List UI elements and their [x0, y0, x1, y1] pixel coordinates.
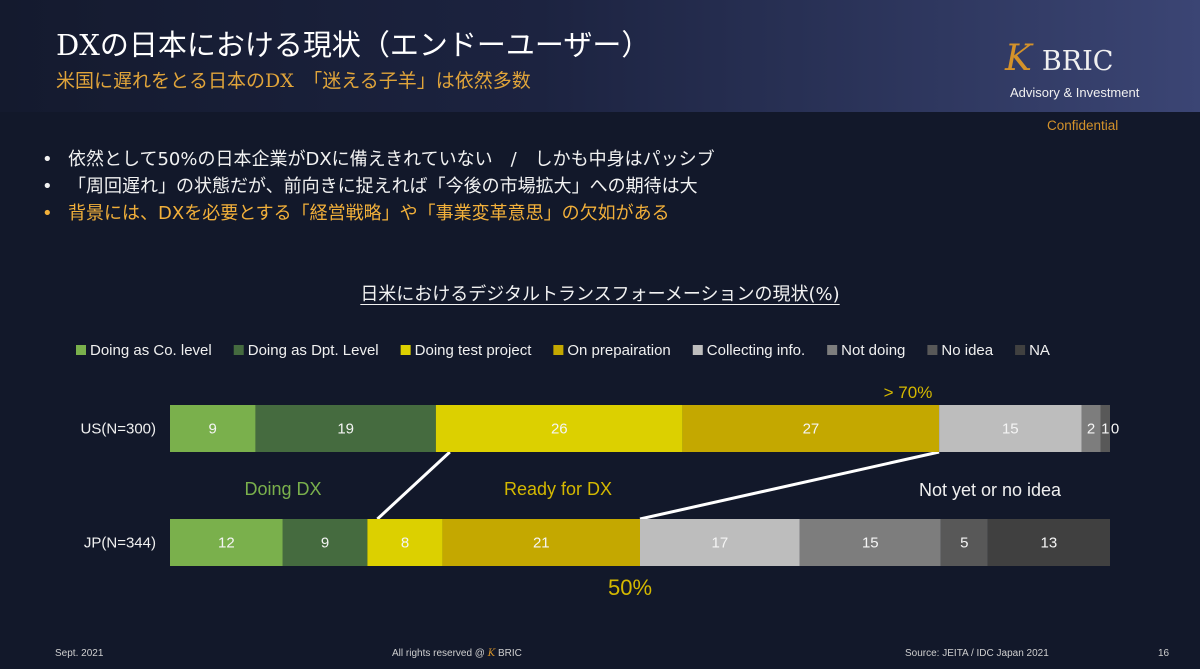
footer-page-number: 16: [1158, 648, 1170, 659]
bar-value-label: 15: [1002, 421, 1019, 438]
bullet-item: 「周回遅れ」の状態だが、前向きに捉えれば「今後の市場拡大」への期待は大: [42, 173, 715, 200]
chart-title-text: 日米におけるデジタルトランスフォーメーションの現状(%): [360, 284, 840, 305]
logo-name: BRIC: [1041, 46, 1114, 77]
connector-line: [376, 450, 451, 521]
bar-value-label: 0: [1111, 421, 1119, 438]
legend-swatch: [553, 345, 564, 355]
bar-segment: [1100, 405, 1110, 452]
annotation-us-threshold: > 70%: [884, 383, 933, 402]
company-logo: K BRIC: [1005, 38, 1113, 79]
bar-segment: [640, 519, 800, 566]
bar-value-label: 19: [337, 421, 354, 438]
legend-item: Not doing: [827, 342, 905, 359]
legend-item: Doing as Co. level: [76, 342, 212, 359]
bar-value-label: 9: [321, 535, 329, 552]
legend-item: Doing test project: [400, 342, 533, 359]
legend-swatch: [827, 345, 838, 355]
bar-value-label: 9: [209, 421, 217, 438]
legend-label: NA: [1029, 342, 1050, 359]
footer-source: Source: JEITA / IDC Japan 2021: [905, 648, 1049, 659]
page-subtitle: 米国に遅れをとる日本のDX 「迷える子羊」は依然多数: [56, 70, 531, 92]
bar-segment: [442, 519, 640, 566]
annotation-ready-for-dx: Ready for DX: [504, 479, 612, 499]
chart-bars: US(N=300) 9 19 26 27 15 2 1 0JP(N=344) 12 9 8 21 17 15…: [81, 405, 1119, 566]
legend-item: No idea: [927, 342, 994, 359]
bar-segment: [682, 405, 940, 452]
bullet-item: 依然として50%の日本企業がDXに備えきれていない / しかも中身はパッシブ: [42, 146, 715, 173]
logo-k-mark: K: [1005, 38, 1032, 79]
legend-label: Collecting info.: [707, 342, 805, 359]
bar-segment: [367, 519, 443, 566]
bar-value-label: 27: [803, 421, 820, 438]
bar-value-label: 15: [862, 535, 879, 552]
legend-label: Doing test project: [415, 342, 533, 359]
header-band: [0, 0, 1200, 112]
bar-value-label: 2: [1087, 421, 1095, 438]
annotation-doing-dx: Doing DX: [244, 479, 321, 499]
footer-logo-mark: K: [487, 648, 496, 659]
legend-item: Doing as Dpt. Level: [233, 342, 379, 359]
row-label: JP(N=344): [84, 535, 156, 552]
bullet-list: 依然として50%の日本企業がDXに備えきれていない / しかも中身はパッシブ 「…: [42, 146, 715, 227]
legend-swatch: [233, 345, 244, 355]
footer-date: Sept. 2021: [55, 648, 104, 659]
bar-value-label: 8: [401, 535, 409, 552]
bar-segment: [939, 405, 1082, 452]
legend-item: On prepairation: [553, 342, 671, 359]
confidential-label: Confidential: [1047, 118, 1119, 133]
bar-segment: [170, 405, 256, 452]
bar-value-label: 21: [533, 535, 550, 552]
legend-item: Collecting info.: [692, 342, 805, 359]
footer-rights-text: All rights reserved @: [392, 648, 485, 659]
legend-label: Not doing: [841, 342, 905, 359]
annotation-not-yet: Not yet or no idea: [919, 480, 1062, 500]
bar-value-label: 1: [1101, 421, 1109, 438]
legend-label: Doing as Co. level: [90, 342, 212, 359]
legend-swatch: [400, 345, 411, 355]
legend-swatch: [927, 345, 938, 355]
bar-value-label: 5: [960, 535, 968, 552]
bar-segment: [987, 519, 1110, 566]
legend-swatch: [1015, 345, 1026, 355]
bar-value-label: 12: [218, 535, 235, 552]
chart-legend: Doing as Co. level Doing as Dpt. Level Doi…: [76, 342, 1050, 359]
chart-title: 日米におけるデジタルトランスフォーメーションの現状(%): [0, 280, 1200, 306]
connector-line: [639, 450, 940, 521]
row-label: US(N=300): [81, 421, 156, 438]
legend-item: NA: [1015, 342, 1050, 359]
bar-value-label: 13: [1041, 535, 1058, 552]
page-title: DXの日本における現状（エンドーユーザー）: [56, 28, 651, 62]
legend-label: No idea: [941, 342, 993, 359]
bar-segment: [799, 519, 941, 566]
legend-swatch: [76, 345, 86, 355]
chart-annotations: > 70% Doing DX Ready for DX Not yet or no i…: [244, 383, 1062, 600]
bullet-item-highlight: 背景には、DXを必要とする「経営戦略」や「事業変革意思」の欠如がある: [42, 200, 715, 227]
bar-segment: [435, 405, 683, 452]
bar-segment: [170, 519, 283, 566]
connector-lines: [376, 450, 940, 521]
bar-value-label: 17: [712, 535, 729, 552]
bar-segment: [282, 519, 368, 566]
bar-segment: [255, 405, 436, 452]
legend-swatch: [692, 345, 703, 355]
legend-label: Doing as Dpt. Level: [248, 342, 379, 359]
annotation-jp-threshold: 50%: [608, 575, 652, 600]
footer-logo-name: BRIC: [498, 648, 522, 659]
bar-segment: [1081, 405, 1101, 452]
bar-segment: [940, 519, 988, 566]
legend-label: On prepairation: [567, 342, 670, 359]
logo-tagline: Advisory & Investment: [1010, 85, 1140, 100]
footer-rights: All rights reserved @ K BRIC: [392, 648, 522, 659]
bar-value-label: 26: [551, 421, 568, 438]
